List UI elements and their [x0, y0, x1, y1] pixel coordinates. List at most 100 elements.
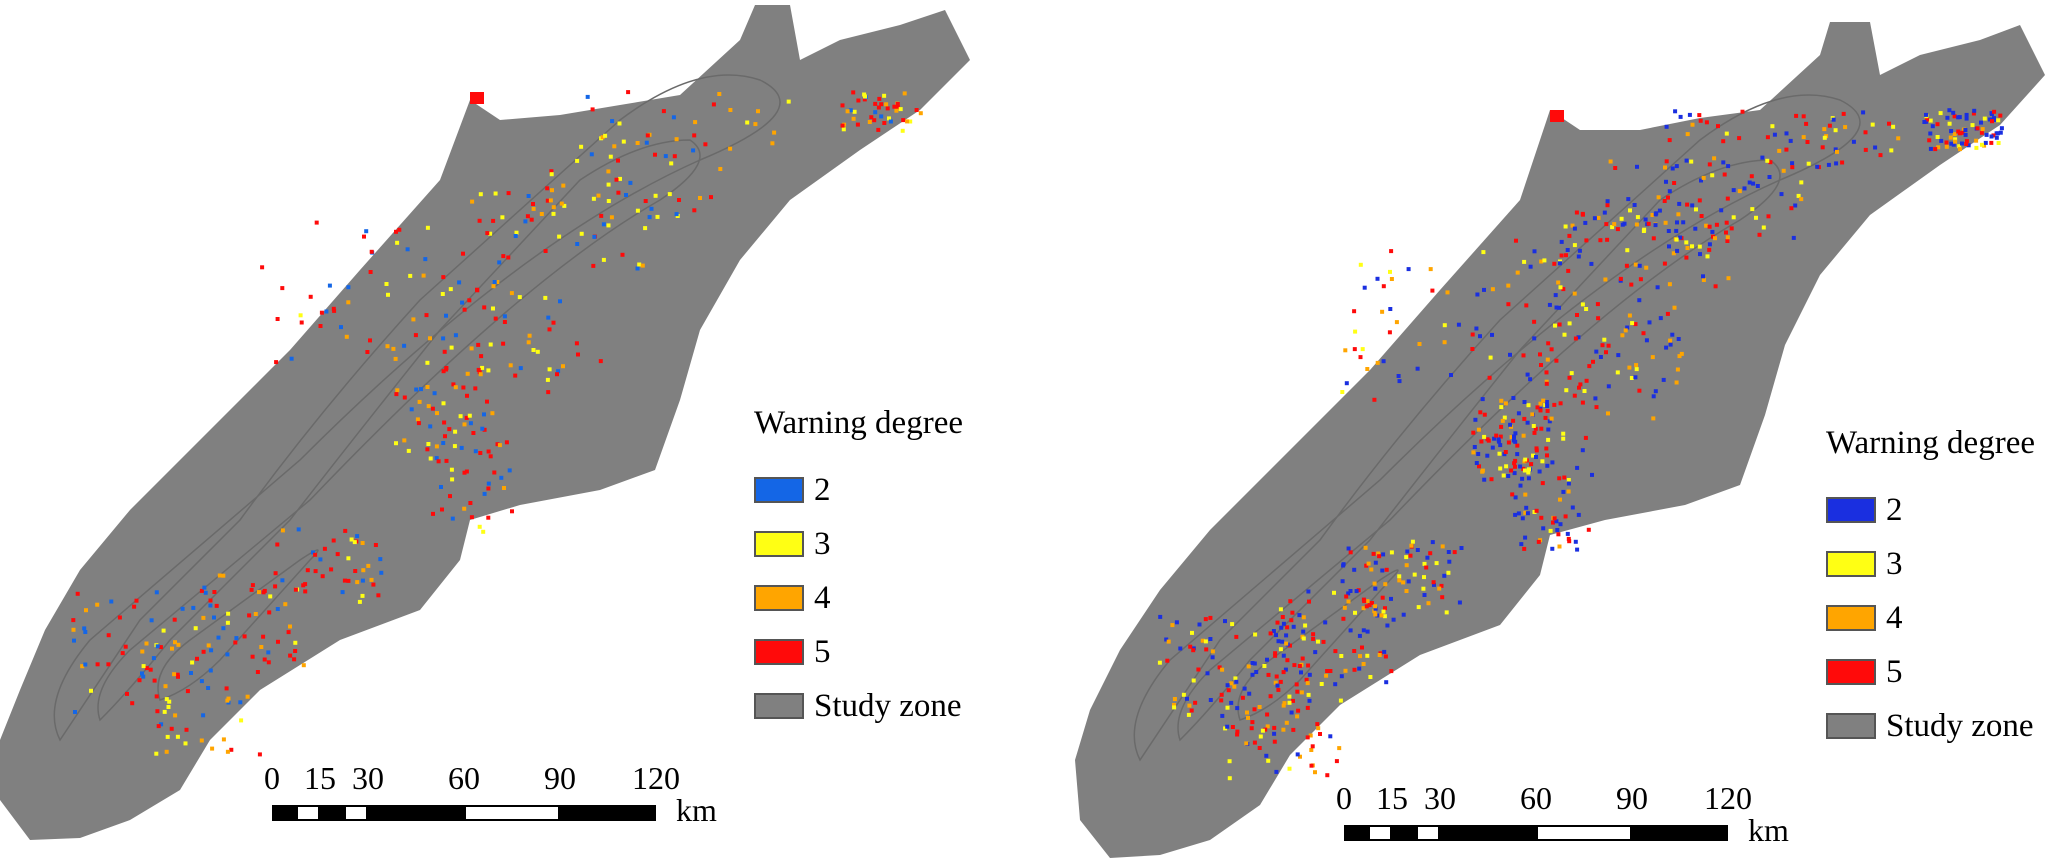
warning-cell [1165, 658, 1170, 663]
warning-cell [441, 369, 446, 374]
contour-line-core [157, 549, 319, 701]
warning-cell [1534, 448, 1539, 453]
warning-cell [1891, 124, 1896, 129]
warning-cell [411, 317, 416, 322]
warning-cell [499, 475, 504, 480]
warning-cell [1404, 589, 1409, 593]
scale-tick-15: 15 [304, 760, 336, 796]
warning-cell [190, 660, 195, 665]
warning-cell [703, 142, 708, 147]
warning-cell [1662, 261, 1667, 266]
warning-cell [1515, 452, 1520, 457]
warning-cell [167, 699, 172, 704]
warning-cell [1490, 445, 1495, 450]
warning-cell [1531, 424, 1536, 428]
warning-cell [1539, 259, 1544, 264]
warning-cell [1535, 405, 1540, 410]
warning-cell [417, 399, 422, 404]
warning-cell [1606, 411, 1610, 416]
warning-cell [1878, 153, 1883, 158]
warning-cell [1353, 610, 1357, 615]
warning-cell [144, 641, 149, 646]
warning-cell [1602, 210, 1607, 215]
warning-cell [1960, 130, 1965, 135]
warning-cell [1478, 334, 1482, 339]
warning-cell [1563, 514, 1568, 519]
warning-cell [267, 610, 272, 615]
warning-cell [1675, 248, 1680, 253]
warning-cell [1772, 132, 1777, 137]
warning-cell [1473, 417, 1478, 422]
warning-cell [268, 594, 273, 599]
warning-cell [95, 602, 100, 607]
warning-cell [1613, 166, 1618, 170]
warning-cell [513, 373, 518, 378]
warning-cell [626, 90, 631, 95]
warning-cell [1563, 224, 1568, 229]
warning-cell [346, 578, 351, 583]
warning-cell [1421, 586, 1426, 591]
legend-label-2: 2 [1886, 492, 1903, 528]
warning-cell [1698, 118, 1703, 123]
warning-cell [450, 477, 455, 482]
warning-cell [1552, 516, 1557, 521]
study-zone-area [1075, 22, 2045, 858]
warning-cell [1499, 405, 1504, 410]
scale-tick-120: 120 [1704, 780, 1752, 816]
warning-cell [1980, 142, 1984, 147]
warning-cell [692, 133, 697, 138]
warning-cell [1833, 128, 1838, 133]
warning-cell [1361, 628, 1366, 633]
warning-cell [1364, 604, 1369, 609]
warning-cell [786, 99, 791, 104]
warning-cell [529, 217, 534, 222]
warning-cell [1635, 164, 1639, 169]
warning-cell [596, 193, 601, 198]
warning-cell [1506, 474, 1511, 478]
warning-cell [1409, 543, 1414, 548]
warning-cell [606, 182, 611, 187]
warning-cell [180, 606, 185, 611]
warning-cell [1834, 161, 1839, 166]
warning-cell [1566, 481, 1571, 486]
warning-cell [1765, 158, 1770, 163]
warning-cell [1346, 546, 1351, 551]
warning-cell [549, 172, 554, 177]
warning-cell [1689, 159, 1694, 164]
warning-cell [502, 314, 507, 319]
warning-cell [621, 139, 626, 144]
warning-cell [1843, 125, 1848, 130]
warning-cell [1522, 400, 1527, 404]
warning-cell [1430, 540, 1435, 545]
warning-cell [1519, 542, 1524, 547]
warning-cell [253, 612, 258, 616]
warning-cell [1551, 520, 1555, 525]
warning-cell [361, 568, 366, 573]
warning-cell [1489, 477, 1494, 482]
warning-cell [376, 593, 381, 598]
warning-cell [1534, 508, 1539, 513]
warning-cell [1731, 188, 1736, 193]
warning-cell [1352, 309, 1357, 314]
warning-cell [1667, 138, 1672, 143]
warning-cell [1373, 606, 1378, 611]
warning-cell [1289, 618, 1294, 623]
warning-cell [176, 642, 181, 647]
warning-cell [462, 307, 467, 312]
warning-cell [1252, 707, 1257, 712]
warning-cell [1339, 674, 1344, 679]
warning-cell [373, 543, 378, 547]
warning-cell [1949, 129, 1954, 134]
warning-cell [1966, 143, 1971, 148]
warning-cell [1208, 637, 1213, 641]
warning-cell [250, 654, 255, 659]
warning-cell [1292, 663, 1297, 668]
warning-cell [555, 372, 559, 377]
warning-cell [1616, 353, 1621, 358]
warning-cell [199, 679, 204, 684]
warning-cell [318, 557, 323, 562]
warning-cell [1939, 138, 1944, 143]
warning-cell [289, 356, 294, 361]
warning-cell [1235, 706, 1240, 711]
warning-cell [1690, 203, 1695, 208]
